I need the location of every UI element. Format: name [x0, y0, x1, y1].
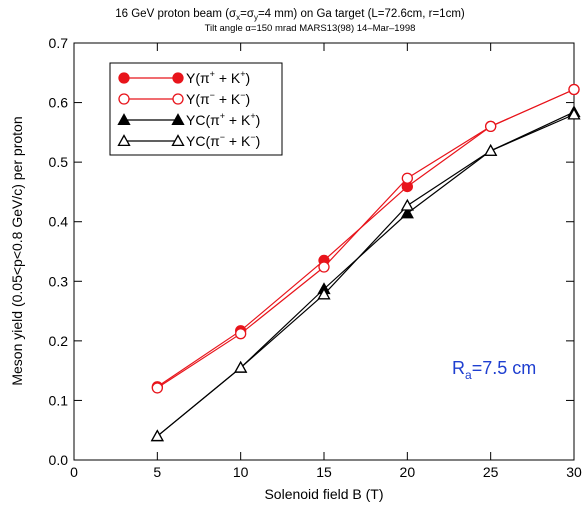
data-point: [234, 360, 248, 373]
legend-label: Y(π+ + K+): [186, 69, 250, 86]
data-point: [317, 287, 331, 300]
series-line: [156, 111, 575, 437]
data-point: [118, 72, 130, 84]
x-tick-label: 15: [316, 464, 332, 480]
data-point: [400, 198, 414, 211]
legend-label: YC(π+ + K+): [186, 111, 260, 128]
y-tick-label: 0.1: [49, 392, 69, 408]
data-point: [117, 134, 131, 147]
annotation-ra: Ra=7.5 cm: [452, 358, 536, 382]
legend-entry-3: YC(π+ + K+): [117, 111, 260, 128]
x-tick-label: 25: [483, 464, 499, 480]
x-tick-label: 5: [153, 464, 161, 480]
data-point: [171, 113, 185, 126]
data-point: [235, 328, 247, 340]
data-point: [400, 206, 414, 219]
y-tick-label: 0.3: [49, 273, 69, 289]
y-tick-label: 0.2: [49, 333, 69, 349]
chart-subtitle: Tilt angle α=150 mrad MARS13(98) 14–Mar–…: [205, 23, 416, 34]
y-tick-label: 0.7: [49, 35, 69, 51]
data-point: [318, 261, 330, 273]
legend-entry-1: Y(π+ + K+): [118, 69, 250, 86]
series-4: [150, 107, 581, 442]
y-axis-label: Meson yield (0.05<p<0.8 GeV/c) per proto…: [9, 116, 25, 385]
data-point: [118, 93, 130, 105]
legend-label: Y(π− + K−): [186, 90, 250, 107]
data-point: [172, 72, 184, 84]
data-point: [150, 429, 164, 442]
x-tick-label: 0: [70, 464, 78, 480]
data-point: [567, 107, 581, 120]
data-point: [171, 134, 185, 147]
data-point: [401, 172, 413, 184]
series-2: [151, 83, 580, 394]
series-line: [156, 113, 575, 437]
legend: Y(π+ + K+) Y(π− + K−) YC(π+ + K+) YC(π− + K…: [109, 62, 283, 156]
x-axis-label: Solenoid field B (T): [264, 486, 383, 502]
x-tick-label: 20: [400, 464, 416, 480]
legend-entry-4: YC(π− + K−): [117, 132, 260, 149]
y-tick-label: 0.5: [49, 154, 69, 170]
data-point: [172, 93, 184, 105]
legend-entry-2: Y(π− + K−): [118, 90, 250, 107]
x-tick-label: 10: [233, 464, 249, 480]
data-point: [151, 382, 163, 394]
y-tick-label: 0.6: [49, 95, 69, 111]
data-point: [484, 143, 498, 156]
series-line: [156, 88, 575, 389]
series-layer: [150, 83, 581, 442]
axis-ticks: 0 5 10 15 20 25 30 0.0 0.1 0.2 0.3 0.4 0.5 0.6 0.7: [49, 35, 582, 480]
chart-title: 16 GeV proton beam (σx=σy=4 mm) on Ga ta…: [115, 8, 465, 22]
series-3: [150, 105, 581, 442]
legend-label: YC(π− + K−): [186, 132, 260, 149]
y-tick-label: 0.4: [49, 214, 69, 230]
x-tick-label: 30: [566, 464, 582, 480]
data-point: [568, 83, 580, 96]
data-point: [117, 113, 131, 126]
y-tick-label: 0.0: [49, 452, 69, 468]
data-point: [485, 120, 497, 133]
